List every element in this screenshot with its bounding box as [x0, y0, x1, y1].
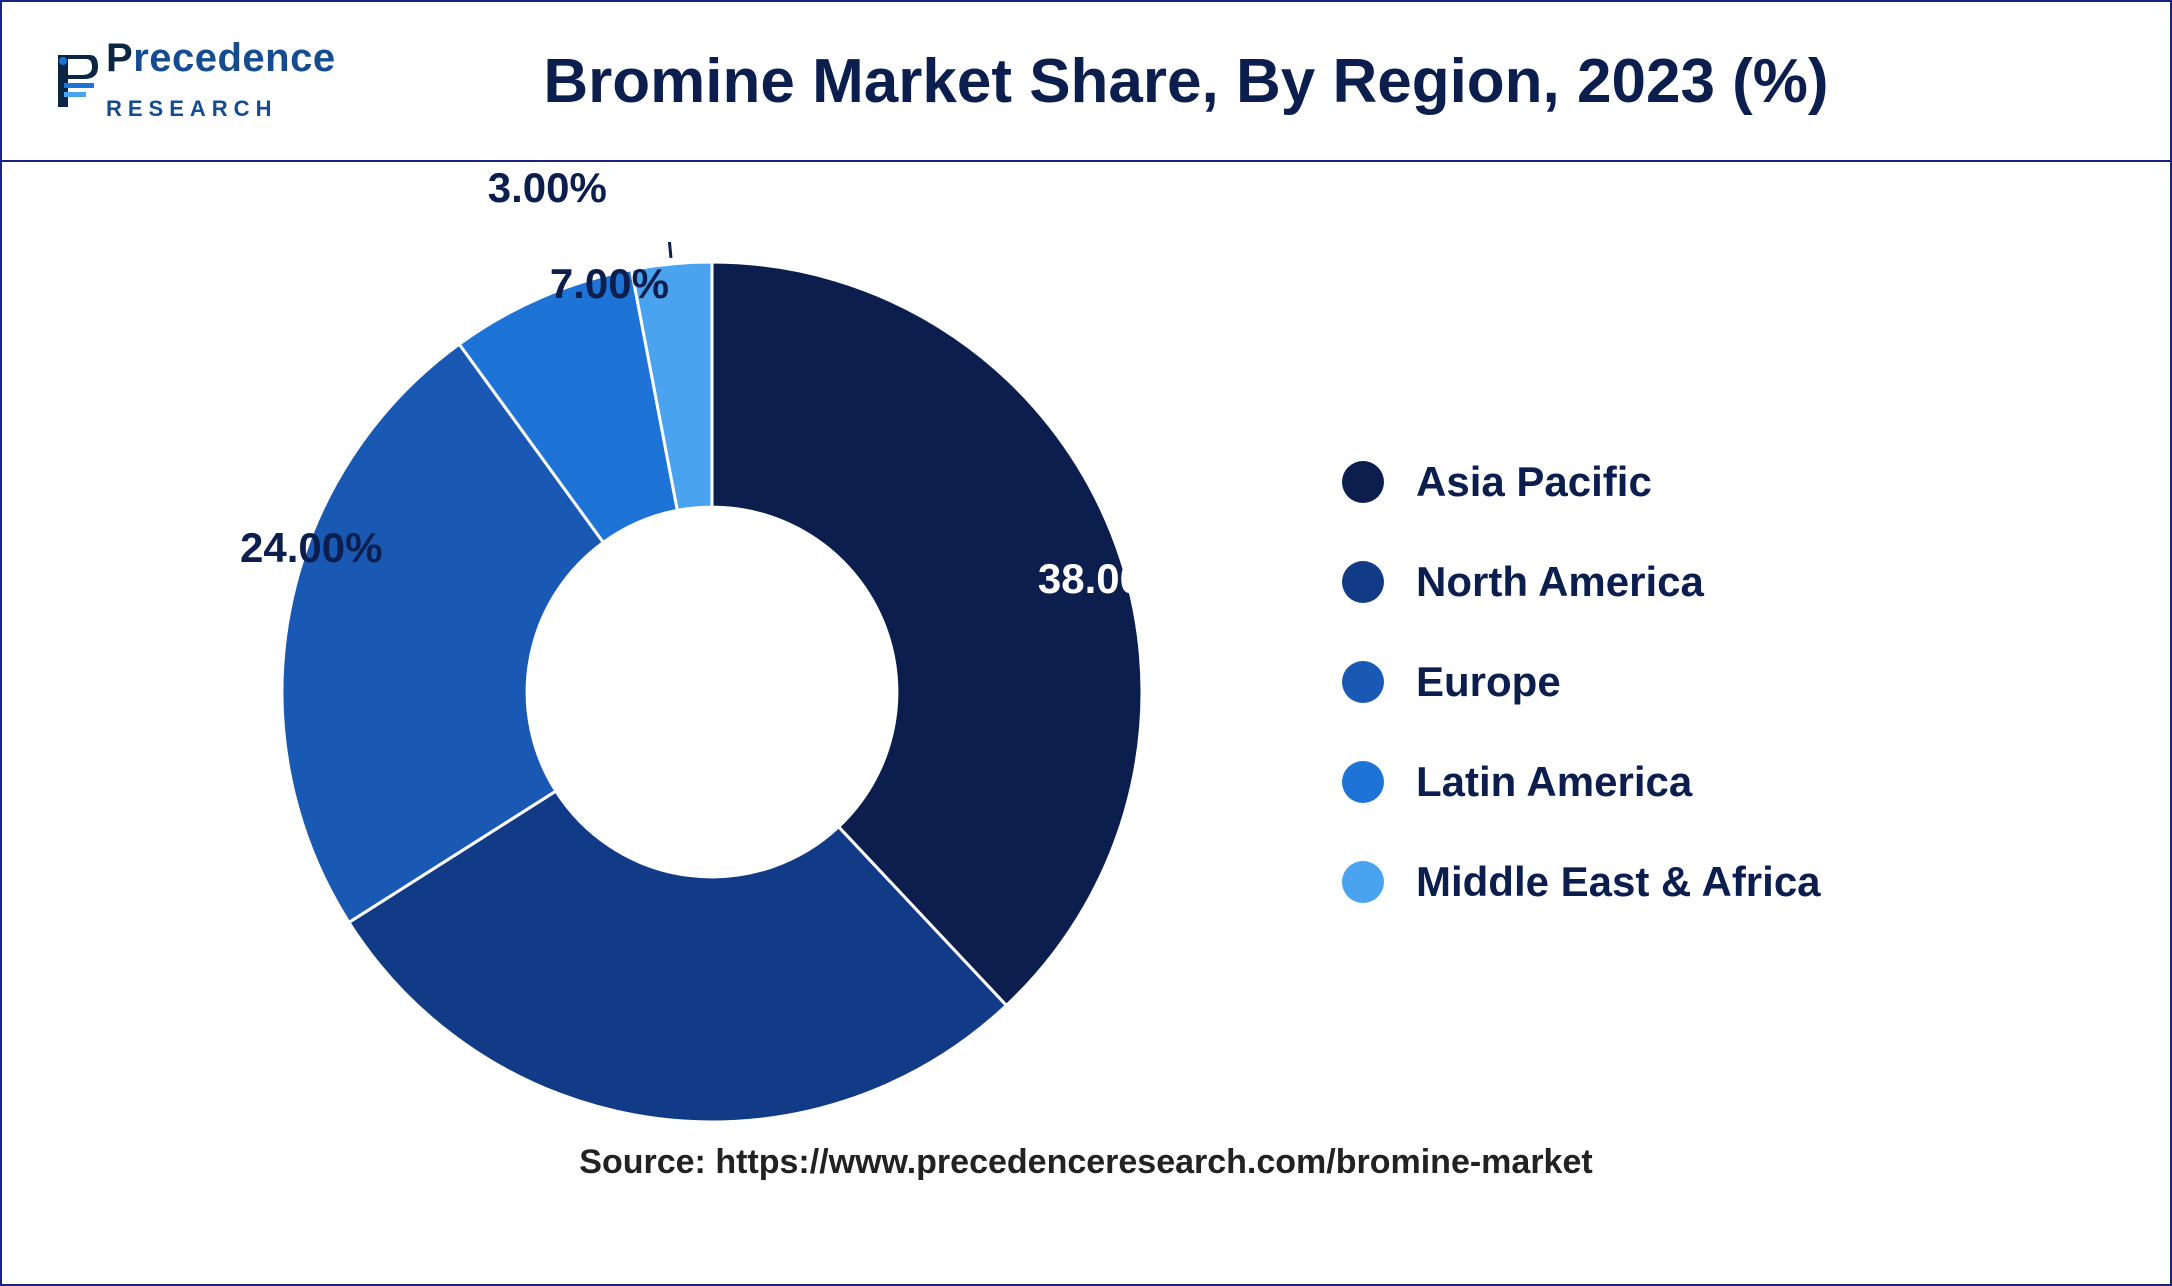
legend-dot: [1342, 661, 1384, 703]
legend-item-asia-pacific: Asia Pacific: [1342, 458, 2170, 506]
logo-icon: [52, 53, 100, 109]
legend-label: Asia Pacific: [1416, 458, 1652, 506]
chart-content: 38.00%28.00%24.00%7.00%3.00% Asia Pacifi…: [2, 162, 2170, 1202]
legend-dot: [1342, 761, 1384, 803]
title-container: Bromine Market Share, By Region, 2023 (%…: [402, 46, 2170, 117]
slice-label-europe: 24.00%: [240, 524, 382, 572]
donut-chart-area: 38.00%28.00%24.00%7.00%3.00%: [2, 162, 1302, 1202]
legend-label: Europe: [1416, 658, 1561, 706]
legend-label: Latin America: [1416, 758, 1692, 806]
logo-container: Precedence RESEARCH: [2, 36, 402, 126]
legend-dot: [1342, 561, 1384, 603]
logo: Precedence RESEARCH: [52, 36, 336, 126]
source-text: Source: https://www.precedenceresearch.c…: [2, 1143, 2170, 1182]
logo-text: Precedence RESEARCH: [106, 36, 336, 126]
logo-brand-word: recedence: [133, 36, 335, 80]
logo-brand-sub: RESEARCH: [106, 96, 277, 121]
legend-label: Middle East & Africa: [1416, 858, 1821, 906]
header: Precedence RESEARCH Bromine Market Share…: [2, 2, 2170, 162]
chart-container: Precedence RESEARCH Bromine Market Share…: [0, 0, 2172, 1286]
chart-title: Bromine Market Share, By Region, 2023 (%…: [402, 46, 1970, 117]
donut-chart: [262, 242, 1162, 1142]
legend-item-europe: Europe: [1342, 658, 2170, 706]
legend-item-middle-east-africa: Middle East & Africa: [1342, 858, 2170, 906]
slice-label-middle-east-africa: 3.00%: [488, 164, 607, 212]
legend-item-latin-america: Latin America: [1342, 758, 2170, 806]
slice-label-latin-america: 7.00%: [550, 260, 669, 308]
legend-label: North America: [1416, 558, 1704, 606]
legend: Asia Pacific North America Europe Latin Ame…: [1302, 458, 2170, 906]
slice-label-asia-pacific: 38.00%: [1038, 555, 1180, 603]
legend-dot: [1342, 461, 1384, 503]
legend-item-north-america: North America: [1342, 558, 2170, 606]
legend-dot: [1342, 861, 1384, 903]
